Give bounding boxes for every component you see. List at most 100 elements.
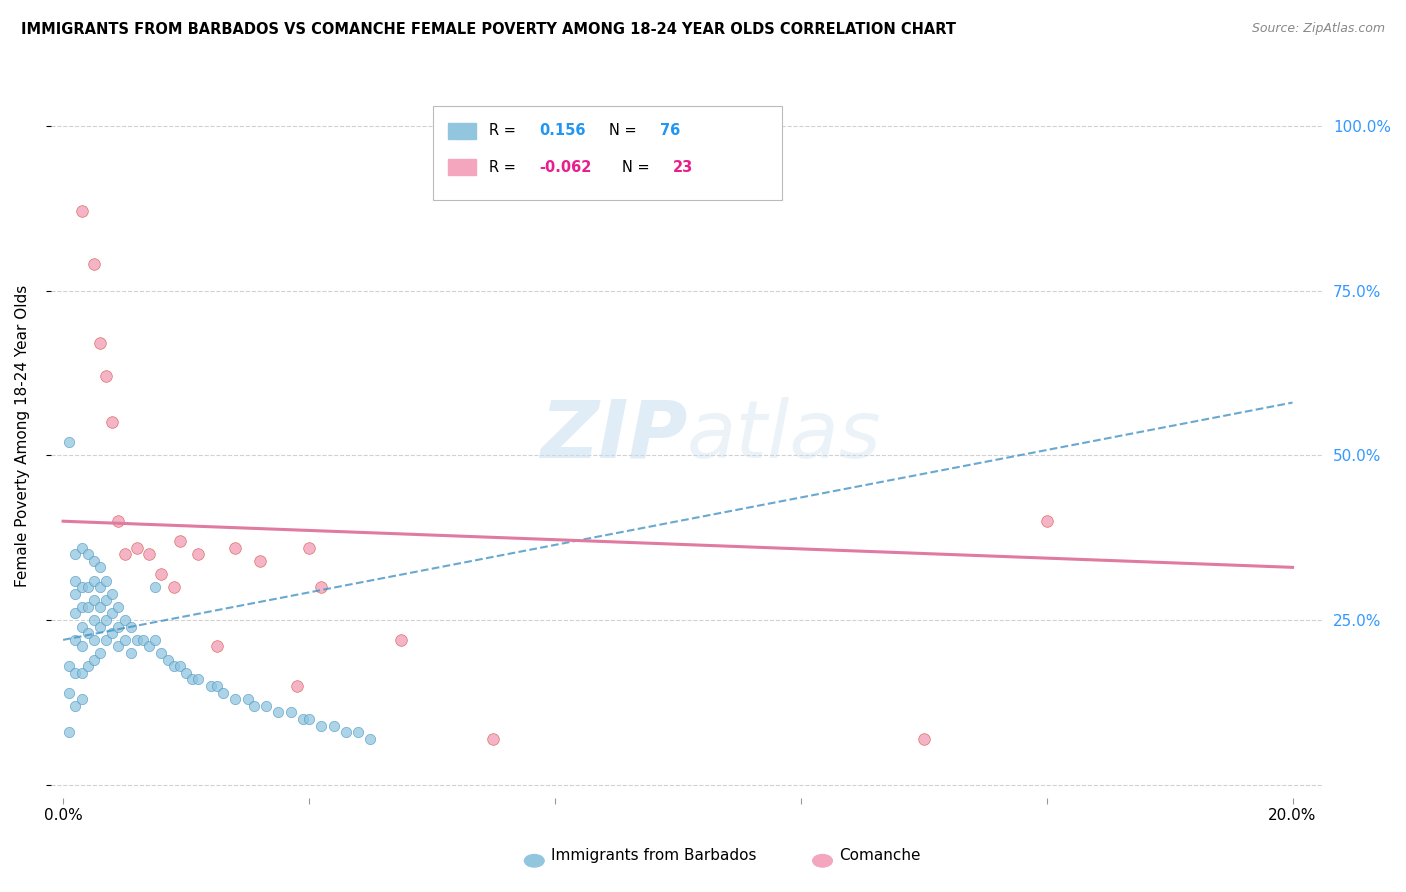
Point: [912, 731, 935, 746]
Point: [70, 665, 93, 680]
Point: [389, 632, 412, 647]
Point: [101, 587, 124, 601]
Point: [169, 659, 191, 673]
Point: [101, 626, 124, 640]
Y-axis label: Female Poverty Among 18-24 Year Olds: Female Poverty Among 18-24 Year Olds: [15, 285, 30, 587]
Point: [285, 679, 308, 693]
Point: [107, 599, 129, 614]
Point: [114, 547, 136, 561]
Point: [347, 725, 370, 739]
Point: [267, 706, 290, 720]
Point: [224, 541, 246, 555]
Point: [76, 580, 98, 594]
Point: [1035, 514, 1057, 528]
Point: [322, 718, 344, 732]
Text: 76: 76: [661, 123, 681, 138]
Point: [132, 632, 155, 647]
Point: [280, 706, 302, 720]
Point: [205, 679, 228, 693]
Point: [187, 673, 209, 687]
Point: [83, 653, 105, 667]
Point: [58, 659, 80, 673]
Point: [58, 725, 80, 739]
Point: [96, 369, 118, 384]
Text: ZIP: ZIP: [540, 397, 688, 475]
FancyBboxPatch shape: [433, 105, 783, 200]
Point: [125, 632, 148, 647]
Point: [101, 607, 124, 621]
Point: [114, 613, 136, 627]
Point: [58, 685, 80, 699]
Point: [89, 560, 111, 574]
Text: 23: 23: [673, 160, 693, 175]
Point: [83, 257, 105, 271]
Point: [107, 620, 129, 634]
Point: [89, 336, 111, 351]
Point: [65, 632, 87, 647]
Point: [76, 547, 98, 561]
Text: Comanche: Comanche: [839, 848, 921, 863]
Point: [83, 554, 105, 568]
Text: atlas: atlas: [688, 397, 882, 475]
Bar: [449, 160, 475, 175]
Point: [143, 632, 166, 647]
Point: [174, 665, 197, 680]
Text: Source: ZipAtlas.com: Source: ZipAtlas.com: [1251, 22, 1385, 36]
Point: [89, 599, 111, 614]
Point: [254, 698, 277, 713]
Point: [298, 541, 321, 555]
Point: [96, 613, 118, 627]
Point: [242, 698, 264, 713]
Point: [169, 533, 191, 548]
Point: [311, 580, 333, 594]
Point: [138, 640, 160, 654]
Point: [143, 580, 166, 594]
Point: [212, 685, 235, 699]
Text: 0.156: 0.156: [540, 123, 586, 138]
Point: [107, 640, 129, 654]
Point: [89, 580, 111, 594]
Point: [298, 712, 321, 726]
Point: [96, 593, 118, 607]
Point: [83, 574, 105, 588]
Text: -0.062: -0.062: [540, 160, 592, 175]
Point: [205, 640, 228, 654]
Point: [89, 620, 111, 634]
Point: [156, 653, 179, 667]
Point: [65, 607, 87, 621]
Point: [58, 435, 80, 450]
Point: [150, 646, 173, 660]
Point: [65, 574, 87, 588]
Point: [125, 541, 148, 555]
Point: [335, 725, 357, 739]
Point: [236, 692, 259, 706]
Point: [360, 731, 382, 746]
Point: [120, 620, 142, 634]
Point: [65, 665, 87, 680]
Point: [96, 632, 118, 647]
Point: [224, 692, 246, 706]
Point: [482, 731, 505, 746]
Point: [120, 646, 142, 660]
Text: Immigrants from Barbados: Immigrants from Barbados: [551, 848, 756, 863]
Point: [249, 554, 271, 568]
Point: [65, 698, 87, 713]
Point: [89, 646, 111, 660]
Text: IMMIGRANTS FROM BARBADOS VS COMANCHE FEMALE POVERTY AMONG 18-24 YEAR OLDS CORREL: IMMIGRANTS FROM BARBADOS VS COMANCHE FEM…: [21, 22, 956, 37]
Text: N =: N =: [623, 160, 654, 175]
Point: [83, 632, 105, 647]
Point: [70, 620, 93, 634]
Point: [65, 547, 87, 561]
Text: N =: N =: [609, 123, 641, 138]
Point: [181, 673, 204, 687]
Point: [187, 547, 209, 561]
Point: [70, 692, 93, 706]
Point: [65, 587, 87, 601]
Point: [107, 514, 129, 528]
Point: [83, 613, 105, 627]
Bar: [449, 123, 475, 139]
Point: [138, 547, 160, 561]
Point: [101, 415, 124, 429]
Point: [76, 599, 98, 614]
Point: [150, 566, 173, 581]
